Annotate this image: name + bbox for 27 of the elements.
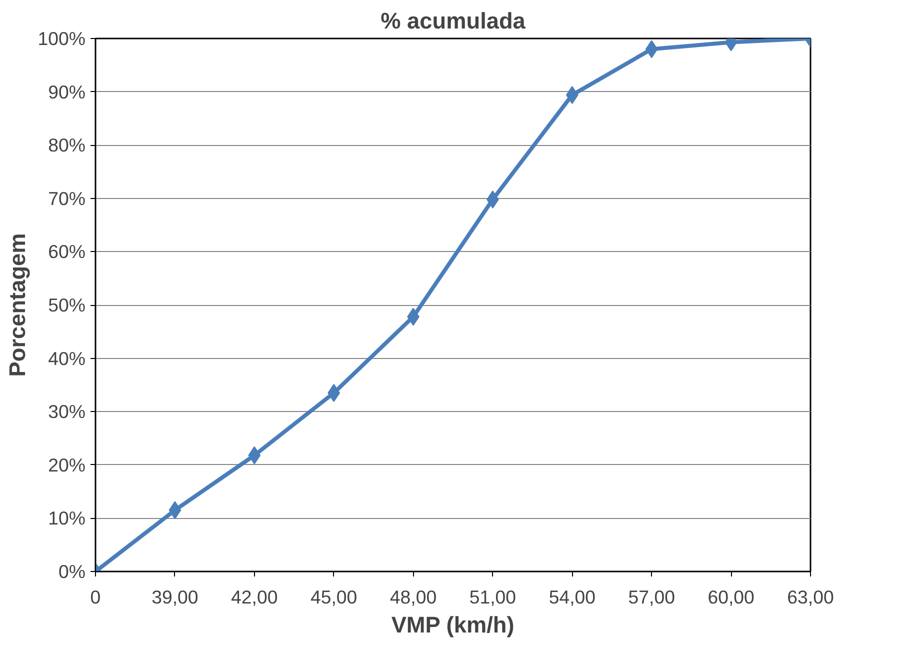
y-tick-label: 0% — [58, 561, 86, 582]
x-tick-label: 39,00 — [152, 586, 198, 608]
chart-title: % acumulada — [380, 8, 526, 34]
point — [645, 40, 658, 58]
y-tick-label: 40% — [48, 348, 86, 369]
point — [248, 446, 261, 464]
y-tick-label: 10% — [48, 508, 86, 529]
y-tick-label: 70% — [48, 188, 86, 209]
x-tick-label: 45,00 — [310, 586, 358, 608]
x-tick-label: 51,00 — [469, 586, 516, 608]
y-tick-label: 30% — [48, 401, 86, 422]
y-axis-title: Porcentagem — [4, 233, 30, 377]
x-tick-label: 63,00 — [787, 586, 834, 608]
y-tick-label: 50% — [48, 294, 86, 316]
y-tick-label: 100% — [38, 28, 86, 49]
y-tick-label: 20% — [48, 454, 86, 476]
x-axis-title: VMP (km/h) — [391, 612, 514, 638]
x-tick-label: 57,00 — [628, 586, 675, 608]
x-tick-label: 60,00 — [708, 586, 754, 608]
x-tick-label: 0 — [90, 586, 101, 608]
y-tick-label: 60% — [48, 241, 86, 262]
x-tick-label: 48,00 — [390, 586, 437, 608]
y-tick-label: 90% — [48, 81, 86, 102]
y-tick-label: 80% — [48, 134, 86, 156]
x-tick-label: 42,00 — [231, 586, 278, 608]
point — [168, 501, 182, 520]
x-tick-label: 54,00 — [548, 586, 596, 608]
